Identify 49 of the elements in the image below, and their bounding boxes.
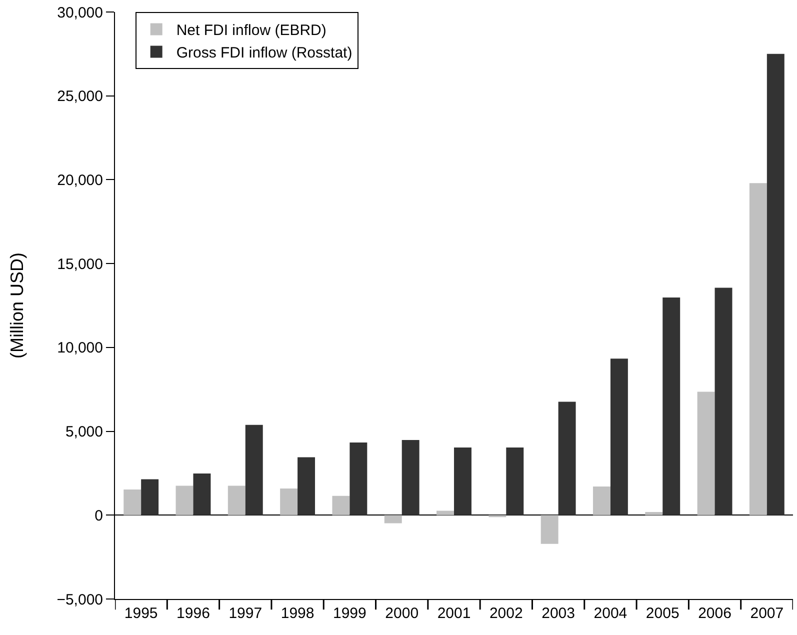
- bar: [749, 183, 767, 516]
- x-tick-label: 1996: [176, 605, 210, 622]
- bar: [124, 489, 142, 516]
- bar: [592, 486, 610, 516]
- bar: [558, 402, 576, 516]
- bar: [332, 496, 350, 516]
- bar: [298, 457, 316, 516]
- y-tick-label: −5,000: [56, 591, 103, 608]
- bar: [506, 448, 524, 516]
- y-tick-label: 0: [94, 507, 103, 524]
- bar: [766, 54, 784, 516]
- y-tick-label: 30,000: [57, 4, 103, 22]
- bar: [697, 392, 715, 516]
- bar: [645, 512, 663, 516]
- x-tick-label: 2005: [646, 605, 680, 622]
- y-tick-label: 5,000: [65, 424, 103, 441]
- legend-label: Net FDI inflow (EBRD): [176, 22, 326, 40]
- x-tick-label: 1997: [228, 605, 262, 622]
- x-tick-label: 2001: [437, 605, 471, 622]
- bar: [402, 440, 420, 516]
- bar: [714, 288, 732, 516]
- bar: [540, 515, 558, 544]
- bar: [384, 515, 402, 524]
- bar: [610, 358, 628, 516]
- bar: [662, 297, 680, 516]
- bar: [245, 424, 263, 516]
- bar: [436, 510, 454, 516]
- bar: [280, 488, 298, 516]
- legend-label: Gross FDI inflow (Rosstat): [176, 44, 352, 62]
- bar: [176, 486, 194, 516]
- y-tick-label: 25,000: [57, 88, 103, 106]
- x-tick-label: 2003: [542, 605, 575, 622]
- bar: [228, 486, 246, 516]
- x-tick-label: 2006: [698, 605, 732, 622]
- x-tick-label: 2000: [385, 605, 419, 622]
- y-tick-label: 15,000: [57, 256, 103, 273]
- bar: [454, 448, 472, 516]
- x-tick-label: 2007: [750, 605, 784, 622]
- bar: [141, 479, 159, 516]
- x-tick-label: 1995: [124, 605, 158, 622]
- x-tick-label: 1999: [333, 605, 366, 622]
- x-tick-label: 2002: [489, 605, 523, 622]
- y-tick-label: 20,000: [57, 172, 103, 189]
- y-axis-title: (Million USD): [6, 252, 27, 359]
- bar: [193, 474, 211, 516]
- y-tick-label: 10,000: [57, 340, 103, 357]
- x-tick-label: 1998: [280, 605, 314, 622]
- x-tick-label: 2004: [594, 605, 628, 622]
- bar: [350, 442, 368, 516]
